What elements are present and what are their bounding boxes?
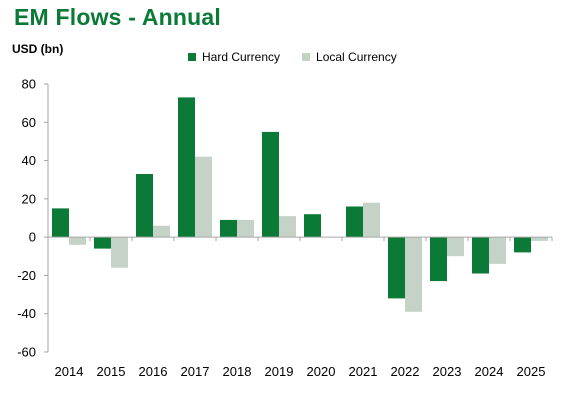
x-tick-label-2020: 2020: [307, 364, 336, 379]
legend-item-hard-currency: Hard Currency: [188, 50, 280, 64]
y-tick-label: 80: [22, 77, 36, 92]
legend-swatch-local-currency: [302, 53, 311, 61]
bar-hard-currency-2014: [52, 208, 69, 238]
legend-item-local-currency: Local Currency: [302, 50, 397, 64]
bar-hard-currency-2018: [220, 219, 237, 238]
x-tick-label-2019: 2019: [265, 364, 294, 379]
bar-local-currency-2017: [195, 156, 212, 238]
bar-local-currency-2015: [111, 237, 128, 268]
x-tick-label-2025: 2025: [517, 364, 546, 379]
bar-hard-currency-2019: [262, 131, 279, 238]
legend-label-hard-currency: Hard Currency: [202, 50, 281, 64]
chart-title: EM Flows - Annual: [14, 4, 221, 30]
bar-hard-currency-2020: [304, 214, 321, 238]
y-tick-label: -40: [17, 306, 36, 321]
bar-hard-currency-2025: [514, 237, 531, 253]
legend-swatch-hard-currency: [188, 53, 196, 61]
legend: Hard Currency Local Currency: [188, 50, 419, 64]
bar-local-currency-2025: [531, 237, 548, 241]
x-tick-label-2017: 2017: [181, 364, 210, 379]
y-tick-label: 60: [22, 115, 36, 130]
x-tick-label-2016: 2016: [139, 364, 168, 379]
bar-local-currency-2016: [153, 225, 170, 238]
y-tick-label: 20: [22, 191, 36, 206]
x-tick-label-2014: 2014: [55, 364, 84, 379]
bar-hard-currency-2017: [178, 97, 195, 238]
legend-label-local-currency: Local Currency: [316, 50, 397, 64]
x-tick-label-2024: 2024: [475, 364, 504, 379]
y-tick-label: -20: [17, 268, 36, 283]
x-tick-label-2022: 2022: [391, 364, 420, 379]
x-tick-label-2023: 2023: [433, 364, 462, 379]
bar-local-currency-2018: [237, 219, 254, 238]
bar-local-currency-2014: [69, 237, 86, 245]
x-tick-label-2015: 2015: [97, 364, 126, 379]
bar-local-currency-2021: [363, 202, 380, 238]
bar-hard-currency-2024: [472, 237, 489, 274]
y-axis-unit-label: USD (bn): [12, 42, 64, 56]
x-tick-label-2021: 2021: [349, 364, 378, 379]
x-tick-label-2018: 2018: [223, 364, 252, 379]
y-tick-label: -60: [17, 345, 36, 360]
bar-local-currency-2024: [489, 237, 506, 264]
bar-hard-currency-2021: [346, 206, 363, 238]
bar-local-currency-2019: [279, 216, 296, 238]
y-tick-label: 0: [29, 230, 36, 245]
bar-local-currency-2023: [447, 237, 464, 257]
y-tick-label: 40: [22, 153, 36, 168]
bar-hard-currency-2015: [94, 237, 111, 249]
bar-local-currency-2022: [405, 237, 422, 312]
bar-hard-currency-2016: [136, 174, 153, 238]
bar-hard-currency-2023: [430, 237, 447, 282]
bar-hard-currency-2022: [388, 237, 405, 299]
